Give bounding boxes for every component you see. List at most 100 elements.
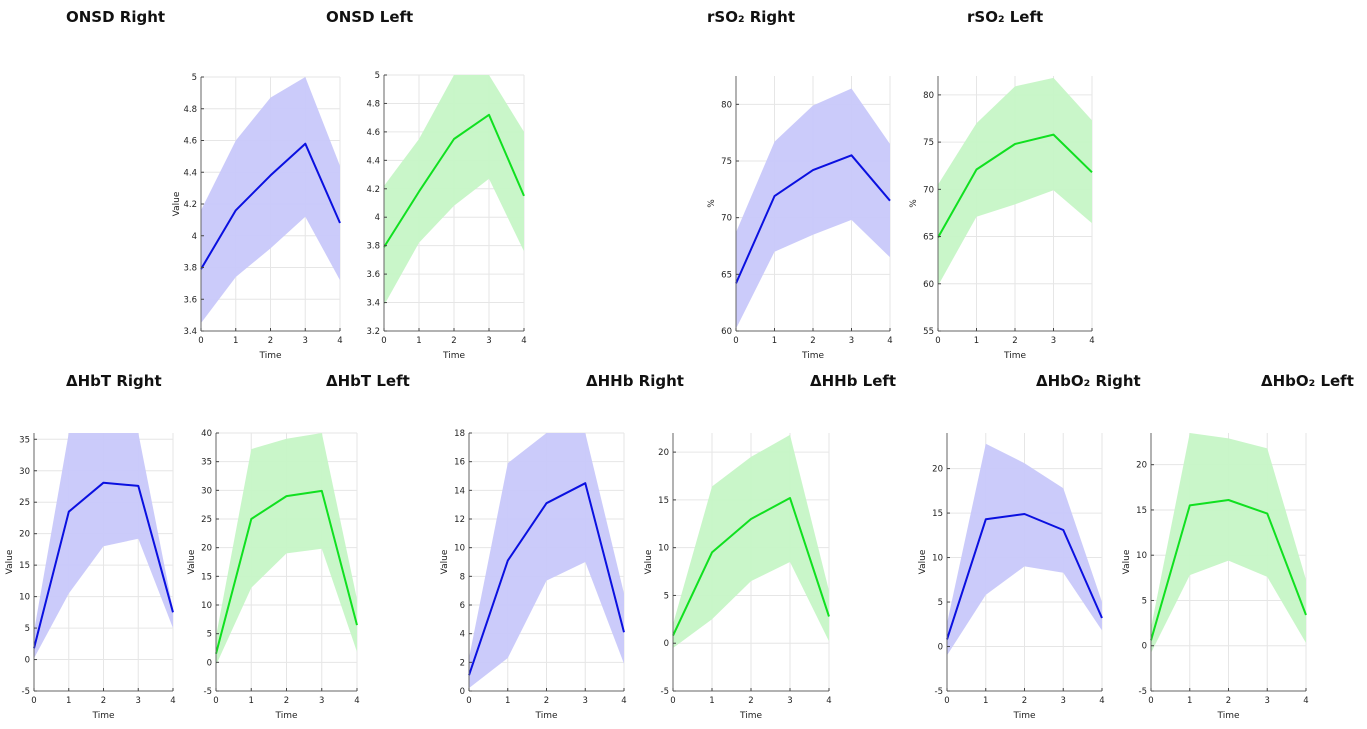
y-tick-label: 0 [664,639,669,649]
x-tick-label: 1 [416,336,421,346]
y-tick-label: -5 [204,687,212,697]
x-tick-label: 2 [1022,696,1027,706]
y-tick-label: 4 [460,630,465,640]
x-tick-label: 1 [983,696,988,706]
x-axis-label: Time [274,711,297,721]
mean-line [946,513,1103,640]
y-tick-label: 4.2 [366,185,380,195]
title-dhbt-left: ΔHbT Left [326,372,410,390]
y-tick-label: 25 [19,498,30,508]
x-tick-label: 4 [521,336,526,346]
y-tick-label: 15 [1136,506,1147,516]
y-tick-label: 4.6 [183,137,197,147]
y-tick-label: 4.4 [183,168,197,178]
y-tick-label: 3.8 [366,242,380,252]
y-tick-label: 4.6 [366,128,380,138]
x-tick-label: 4 [826,696,831,706]
x-tick-label: 1 [772,336,777,346]
y-tick-label: 60 [923,280,934,290]
x-axis-label: Time [258,351,281,361]
y-tick-label: 15 [19,561,30,571]
y-tick-label: 80 [721,100,732,110]
y-tick-label: 20 [1136,461,1147,471]
x-axis-label: Time [1003,351,1026,361]
x-tick-label: 1 [66,696,71,706]
x-tick-label: 2 [1226,696,1231,706]
title-dhhb-left: ΔHHb Left [810,372,896,390]
x-tick-label: 4 [621,696,626,706]
y-axis-label: Value [644,549,654,574]
y-tick-label: 3.6 [366,270,380,280]
x-tick-label: 1 [249,696,254,706]
x-axis-label: Time [91,711,114,721]
x-tick-label: 4 [170,696,175,706]
x-tick-label: 2 [748,696,753,706]
mean-line [468,482,625,676]
y-tick-label: 10 [201,601,212,611]
y-tick-label: 10 [658,544,669,554]
y-tick-label: 10 [932,554,943,564]
y-tick-label: 10 [454,544,465,554]
x-tick-label: 0 [31,696,36,706]
title-dhbt-right: ΔHbT Right [66,372,162,390]
y-tick-label: 14 [454,486,465,496]
x-tick-label: 3 [849,336,854,346]
y-tick-label: 0 [938,643,943,653]
x-tick-label: 4 [1303,696,1308,706]
mean-line [1150,499,1307,641]
y-tick-label: 0 [25,656,30,666]
x-tick-label: 1 [709,696,714,706]
confidence-band [736,88,890,329]
y-tick-label: 2 [460,658,465,668]
plot-onsd-left: 0 1 2 3 4 3.2 3.4 3.6 3.8 4 4.2 4.4 4.6 4.8 5 Time [366,71,526,361]
y-tick-label: 70 [721,214,732,224]
x-tick-label: 3 [486,336,491,346]
x-tick-label: 0 [213,696,218,706]
mean-line [200,142,341,270]
title-rso2-left: rSO₂ Left [967,8,1043,26]
y-axis-label: Value [1122,549,1132,574]
y-tick-label: 3.4 [366,299,380,309]
y-axis-label: Value [172,191,182,216]
y-tick-label: 16 [454,458,465,468]
title-onsd-left: ONSD Left [326,8,413,26]
confidence-band [947,443,1102,656]
y-tick-label: 15 [932,509,943,519]
x-tick-label: 1 [1187,696,1192,706]
title-dhbo2-right: ΔHbO₂ Right [1036,372,1141,390]
y-tick-label: 0 [207,658,212,668]
y-tick-label: 3.6 [183,295,197,305]
y-tick-label: 12 [454,515,465,525]
y-tick-label: 0 [1142,642,1147,652]
y-tick-label: 20 [19,530,30,540]
y-tick-label: 20 [201,544,212,554]
x-axis-label: Time [442,351,465,361]
y-tick-label: 4 [375,213,380,223]
x-tick-label: 3 [136,696,141,706]
y-tick-label: 30 [201,486,212,496]
x-tick-label: 2 [1012,336,1017,346]
x-tick-label: 4 [1089,336,1094,346]
y-tick-label: 25 [201,515,212,525]
y-tick-label: 5 [207,630,212,640]
y-tick-label: 10 [1136,551,1147,561]
title-rso2-right: rSO₂ Right [707,8,795,26]
x-tick-label: 0 [670,696,675,706]
x-tick-label: 4 [337,336,342,346]
x-tick-label: 0 [466,696,471,706]
y-tick-label: 75 [721,157,732,167]
y-axis-label: % [707,199,717,208]
y-tick-label: 3.2 [366,327,380,337]
y-tick-label: 4 [192,232,197,242]
y-tick-label: 5 [25,624,30,634]
x-tick-label: 0 [944,696,949,706]
y-tick-label: 70 [923,185,934,195]
y-tick-label: 4.2 [183,200,197,210]
x-axis-label: Time [1216,711,1239,721]
y-tick-label: -5 [22,687,30,697]
confidence-band [938,77,1092,286]
y-tick-label: 5 [1142,596,1147,606]
y-tick-label: 65 [923,233,934,243]
